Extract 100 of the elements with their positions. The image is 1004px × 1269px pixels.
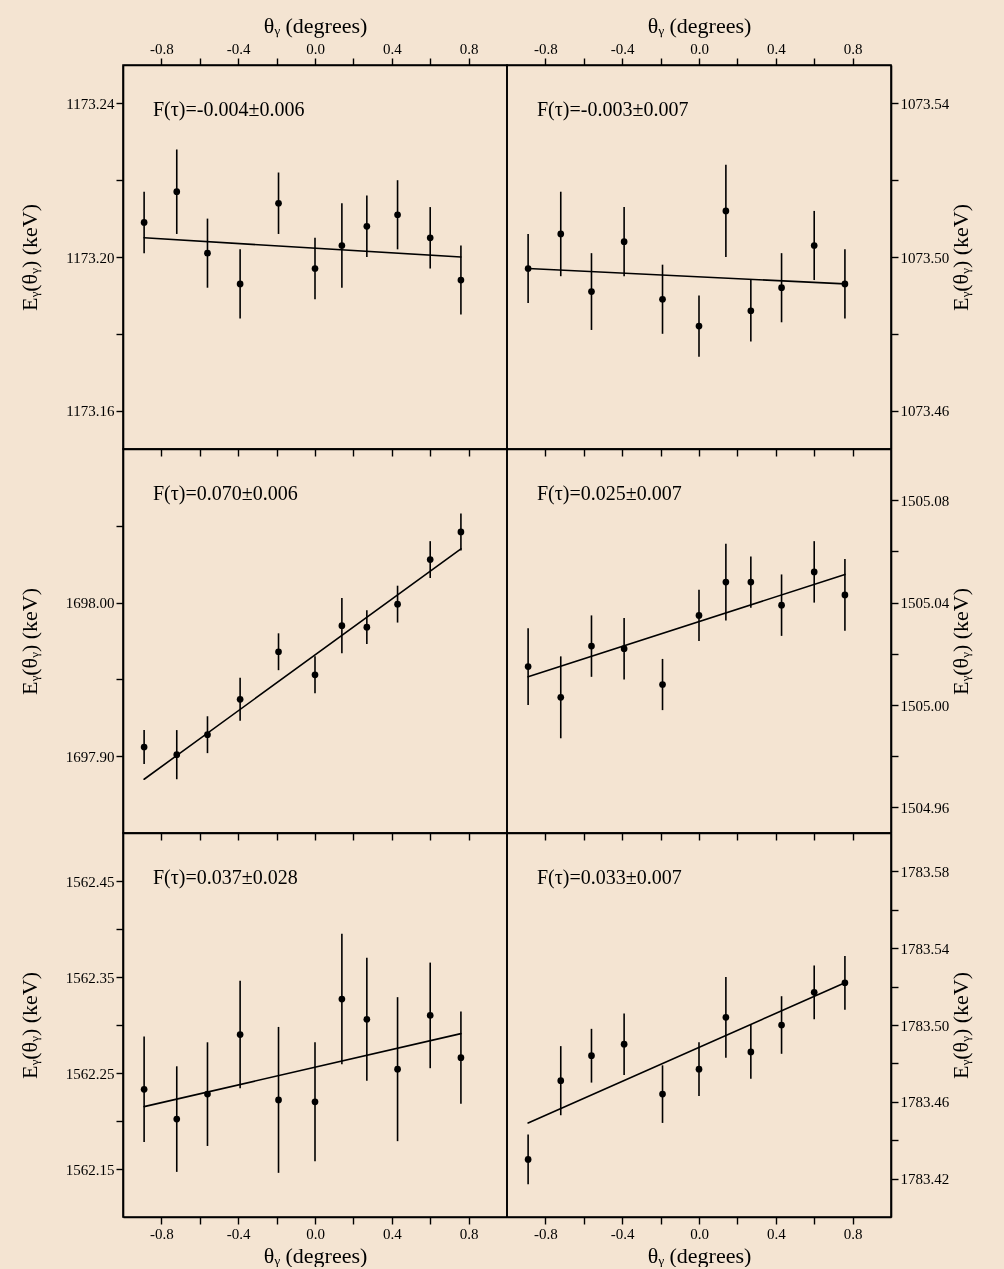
point [695,322,703,330]
x-tick-label: 0.0 [690,1225,709,1242]
x-tick-label: -0.4 [610,1225,636,1242]
point [695,612,703,619]
x2-tick-label: -0.8 [534,40,558,57]
point [722,207,730,215]
point [810,989,818,996]
x-tick-label: 0.8 [459,1225,479,1242]
y-tick-label: 1173.24 [66,95,115,112]
y2-tick-label: 1073.46 [900,403,950,420]
point [588,288,595,295]
point [659,681,666,688]
x2-tick-label: 0.4 [766,40,787,57]
point [524,265,532,272]
y2-tick-label: 1783.42 [900,1171,950,1188]
point [140,743,148,751]
x2-tick-label: -0.8 [150,40,174,57]
point [363,222,371,230]
point [457,528,465,536]
point [457,1054,465,1061]
y-tick-label: 1697.90 [65,748,115,765]
point [695,1065,703,1073]
point [140,1085,148,1093]
point [426,1012,434,1019]
x-tick-label: 0.8 [843,1225,863,1242]
y2-tick-label: 1783.46 [900,1094,950,1111]
point [659,1090,666,1098]
y-tick-label: 1562.25 [65,1065,115,1082]
point [810,242,818,249]
y2-tick-label: 1783.54 [900,940,950,957]
y2-tick-label: 1504.96 [900,799,950,816]
point [394,1065,401,1073]
y2-tick-label: 1505.08 [900,492,950,509]
point [524,1156,532,1163]
x2-tick-label: 0.8 [459,40,479,57]
y-axis-title: Eᵧ(θᵧ) (keV) [17,203,43,312]
y2-tick-label: 1505.00 [900,697,950,714]
x2-tick-label: 0.8 [843,40,863,57]
point [173,1115,181,1123]
y-tick-label: 1173.20 [66,249,115,266]
x2-tick-label: 0.4 [382,40,403,57]
x2-tick-label: -0.4 [226,40,252,57]
y2-axis-title: Eᵧ(θᵧ) (keV) [948,587,974,696]
y2-tick-label: 1073.54 [900,95,950,112]
point [778,601,785,609]
point [275,1096,282,1104]
point [588,642,595,650]
point [557,230,565,238]
point [275,199,282,207]
x2-tick-label: 0.0 [306,40,325,57]
annotation: F(τ)=0.025±0.007 [537,482,682,505]
x-tick-label: -0.4 [226,1225,252,1242]
x2-tick-label: 0.0 [690,40,709,57]
y2-axis-title: Eᵧ(θᵧ) (keV) [948,203,974,312]
point [747,307,755,315]
y-tick-label: 1173.16 [66,403,115,420]
point [557,1077,565,1085]
x-tick-label: -0.8 [150,1225,174,1242]
point [778,284,785,292]
point [236,1031,244,1038]
point [588,1052,595,1060]
y2-axis-title: Eᵧ(θᵧ) (keV) [948,971,974,1080]
point [394,600,401,608]
y-tick-label: 1562.35 [65,969,115,986]
annotation: F(τ)=0.033±0.007 [537,866,682,889]
point [236,696,244,703]
point [394,211,401,219]
point [747,1048,755,1056]
point [722,578,730,586]
point [620,238,628,245]
x-tick-label: -0.8 [534,1225,558,1242]
point [311,671,319,679]
annotation: F(τ)=-0.003±0.007 [537,98,689,121]
point [363,1015,371,1023]
x-tick-label: 0.4 [382,1225,403,1242]
point [557,693,565,701]
annotation: F(τ)=-0.004±0.006 [153,98,305,121]
point [659,295,666,303]
y-tick-label: 1698.00 [65,595,115,612]
point [841,591,849,599]
y-tick-label: 1562.15 [65,1161,115,1178]
point [311,1098,319,1106]
annotation: F(τ)=0.037±0.028 [153,866,298,889]
point [426,234,434,242]
point [338,242,346,249]
annotation: F(τ)=0.070±0.006 [153,482,298,505]
point [524,663,532,670]
y2-tick-label: 1783.58 [900,863,950,880]
x2-axis-title: θᵧ (degrees) [263,12,368,38]
point [620,1040,628,1048]
point [722,1013,730,1021]
y-axis-title: Eᵧ(θᵧ) (keV) [16,587,42,696]
point [778,1021,785,1029]
x-tick-label: 0.4 [766,1225,787,1242]
point [457,276,465,284]
x-axis-title: θᵧ (degrees) [647,1242,752,1268]
y2-tick-label: 1073.50 [900,249,950,266]
point [236,280,244,288]
x2-tick-label: -0.4 [610,40,636,57]
point [426,556,434,563]
